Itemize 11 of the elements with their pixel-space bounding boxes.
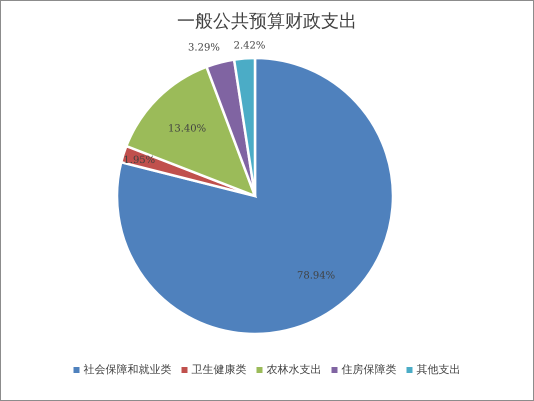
legend-label: 社会保障和就业类 bbox=[84, 363, 172, 376]
data-label: 3.29% bbox=[188, 42, 220, 54]
legend-label: 农林水支出 bbox=[266, 363, 322, 376]
legend-label: 卫生健康类 bbox=[192, 363, 246, 376]
chart-title: 一般公共预算财政支出 bbox=[177, 11, 357, 32]
legend-label: 住房保障类 bbox=[342, 363, 396, 376]
legend-label: 其他支出 bbox=[416, 363, 460, 376]
data-label: 1.95% bbox=[123, 155, 156, 166]
data-label: 13.40% bbox=[168, 123, 206, 134]
data-label: 2.42% bbox=[234, 40, 266, 52]
data-label: 78.94% bbox=[296, 270, 336, 282]
